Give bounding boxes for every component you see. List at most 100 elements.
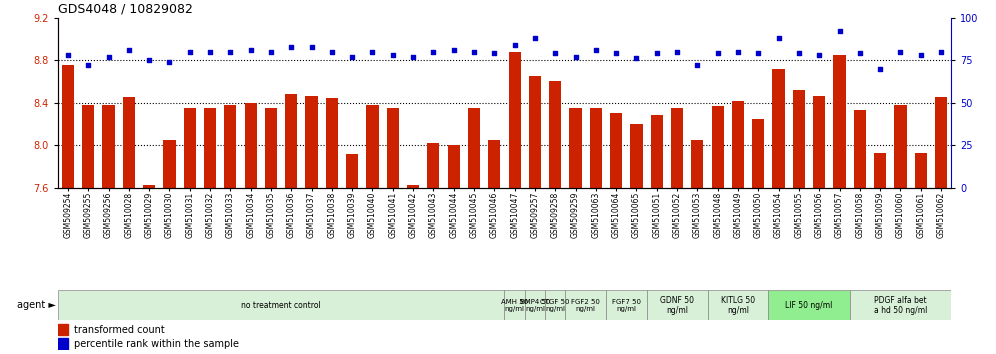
Bar bbox=[611, 113, 622, 188]
Bar bbox=[245, 103, 257, 188]
Bar bbox=[566, 290, 606, 320]
Bar bbox=[691, 140, 703, 188]
Bar bbox=[468, 108, 480, 188]
Bar bbox=[447, 145, 460, 188]
Text: GDNF 50
ng/ml: GDNF 50 ng/ml bbox=[660, 296, 694, 315]
Point bbox=[486, 51, 502, 56]
Bar bbox=[123, 97, 134, 188]
Bar bbox=[143, 185, 155, 188]
Text: FGF2 50
ng/ml: FGF2 50 ng/ml bbox=[572, 299, 601, 312]
Point bbox=[527, 35, 543, 41]
Point bbox=[324, 49, 340, 55]
Bar bbox=[326, 98, 338, 188]
Point bbox=[547, 51, 563, 56]
Point bbox=[730, 49, 746, 55]
Point bbox=[933, 49, 949, 55]
Bar bbox=[163, 140, 175, 188]
Point bbox=[121, 47, 136, 53]
Bar bbox=[103, 105, 115, 188]
Bar bbox=[606, 290, 646, 320]
Point bbox=[222, 49, 238, 55]
Text: agent ►: agent ► bbox=[17, 300, 56, 310]
Bar bbox=[367, 105, 378, 188]
Point bbox=[852, 51, 868, 56]
Point bbox=[304, 44, 320, 50]
Text: percentile rank within the sample: percentile rank within the sample bbox=[74, 339, 239, 349]
Bar bbox=[671, 108, 683, 188]
Point bbox=[689, 62, 705, 68]
Point bbox=[628, 56, 644, 61]
Text: LIF 50 ng/ml: LIF 50 ng/ml bbox=[786, 301, 833, 310]
Text: no treatment control: no treatment control bbox=[241, 301, 321, 310]
Bar bbox=[914, 153, 927, 188]
Bar bbox=[204, 108, 216, 188]
Bar bbox=[935, 97, 947, 188]
Bar bbox=[854, 110, 866, 188]
Point bbox=[710, 51, 726, 56]
Bar bbox=[646, 290, 707, 320]
Point bbox=[283, 44, 299, 50]
Bar bbox=[529, 76, 541, 188]
Bar bbox=[427, 143, 439, 188]
Text: AMH 50
ng/ml: AMH 50 ng/ml bbox=[501, 299, 528, 312]
Bar bbox=[650, 115, 663, 188]
Point bbox=[669, 49, 685, 55]
Text: CTGF 50
ng/ml: CTGF 50 ng/ml bbox=[541, 299, 570, 312]
Point bbox=[892, 49, 908, 55]
Bar bbox=[549, 81, 562, 188]
Bar bbox=[874, 153, 886, 188]
Point bbox=[345, 54, 361, 59]
Bar bbox=[82, 105, 95, 188]
Bar bbox=[769, 290, 850, 320]
Point bbox=[872, 66, 888, 72]
Point bbox=[202, 49, 218, 55]
Bar bbox=[285, 94, 298, 188]
Bar bbox=[711, 106, 724, 188]
Bar bbox=[590, 108, 602, 188]
Point bbox=[750, 51, 766, 56]
Bar bbox=[707, 290, 769, 320]
Bar bbox=[850, 290, 951, 320]
Point bbox=[568, 54, 584, 59]
Bar bbox=[834, 55, 846, 188]
Point bbox=[141, 57, 157, 63]
Bar bbox=[732, 101, 744, 188]
Point bbox=[446, 47, 462, 53]
Text: PDGF alfa bet
a hd 50 ng/ml: PDGF alfa bet a hd 50 ng/ml bbox=[873, 296, 927, 315]
Point bbox=[182, 49, 198, 55]
Bar bbox=[62, 65, 74, 188]
Point bbox=[507, 42, 523, 48]
Point bbox=[609, 51, 624, 56]
Bar bbox=[386, 108, 398, 188]
Point bbox=[405, 54, 421, 59]
Point bbox=[60, 52, 76, 58]
Point bbox=[365, 49, 380, 55]
Bar bbox=[58, 338, 69, 349]
Point bbox=[81, 62, 97, 68]
Point bbox=[832, 28, 848, 34]
Bar bbox=[306, 96, 318, 188]
Bar bbox=[58, 324, 69, 335]
Point bbox=[648, 51, 664, 56]
Text: BMP4 50
ng/ml: BMP4 50 ng/ml bbox=[520, 299, 550, 312]
Bar bbox=[793, 90, 805, 188]
Bar bbox=[752, 119, 764, 188]
Point bbox=[425, 49, 441, 55]
Bar bbox=[525, 290, 545, 320]
Point bbox=[912, 52, 928, 58]
Bar bbox=[630, 124, 642, 188]
Point bbox=[771, 35, 787, 41]
Point bbox=[811, 52, 827, 58]
Bar bbox=[183, 108, 196, 188]
Bar bbox=[813, 96, 826, 188]
Point bbox=[791, 51, 807, 56]
Bar bbox=[545, 290, 566, 320]
Point bbox=[466, 49, 482, 55]
Bar bbox=[265, 108, 277, 188]
Bar bbox=[509, 52, 521, 188]
Point bbox=[384, 52, 400, 58]
Bar bbox=[224, 105, 236, 188]
Bar bbox=[570, 108, 582, 188]
Bar bbox=[58, 290, 505, 320]
Bar bbox=[407, 185, 419, 188]
